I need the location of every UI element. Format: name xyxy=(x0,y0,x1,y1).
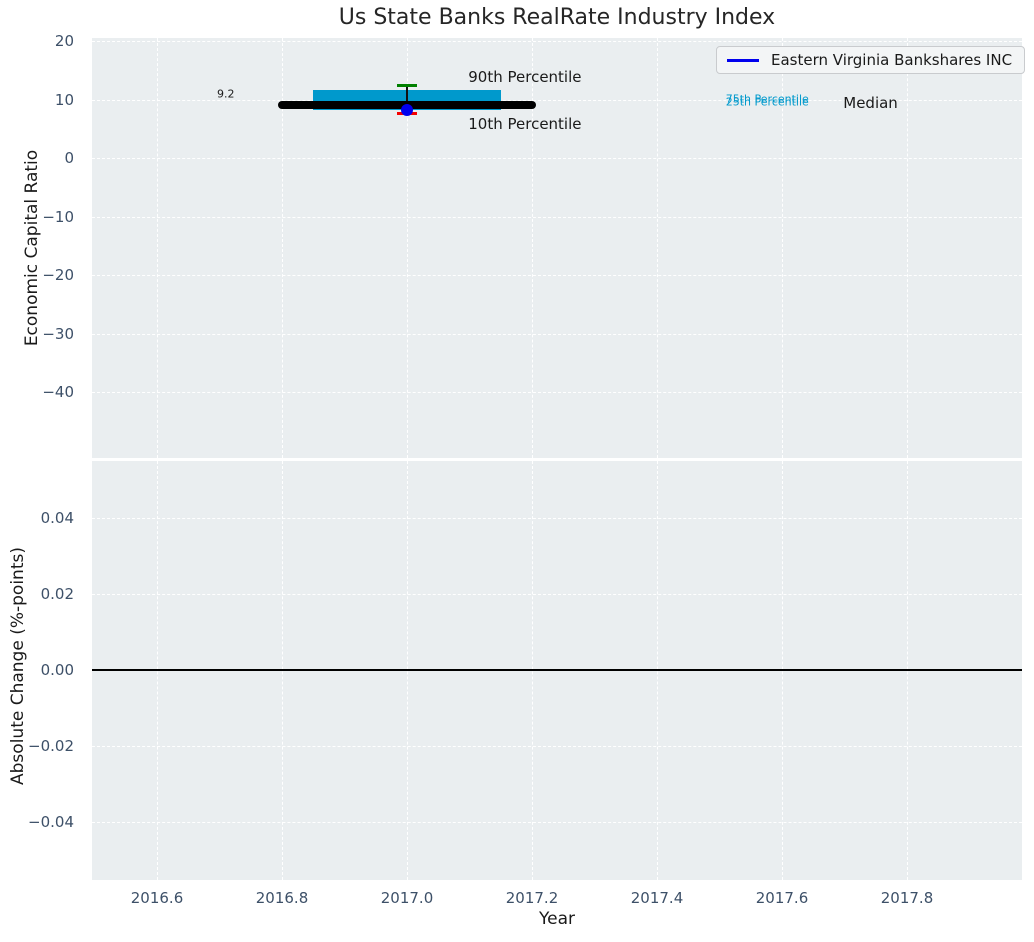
company-point xyxy=(401,103,413,116)
whisker-line xyxy=(406,85,408,114)
y-tick-label: −10 xyxy=(42,207,74,226)
legend-line-sample xyxy=(727,58,759,62)
y-tick-label: 20 xyxy=(54,32,74,51)
gridline-y xyxy=(92,746,1022,747)
gridline-x xyxy=(532,38,533,458)
gridline-x xyxy=(782,38,783,458)
gridline-y xyxy=(92,275,1022,276)
y-axis-label-top: Economic Capital Ratio xyxy=(22,149,42,347)
gridline-y xyxy=(92,594,1022,595)
gridline-x xyxy=(407,38,408,458)
chart-title: Us State Banks RealRate Industry Index xyxy=(338,5,776,30)
zero-line xyxy=(92,669,1022,671)
legend: Eastern Virginia Bankshares INC xyxy=(716,46,1026,74)
x-tick-label: 2017.2 xyxy=(505,889,559,907)
y-tick-label: −20 xyxy=(42,266,74,285)
gridline-y xyxy=(92,217,1022,218)
y-tick-label: 0 xyxy=(64,149,74,168)
gridline-x xyxy=(157,38,158,458)
gridline-y xyxy=(92,822,1022,823)
annotation: 9.2 xyxy=(217,87,235,101)
y-tick-label: −0.04 xyxy=(28,812,74,831)
x-tick-label: 2017.6 xyxy=(755,889,809,907)
y-tick-label: 0.02 xyxy=(40,585,74,604)
x-tick-label: 2017.8 xyxy=(880,889,934,907)
p90-cap xyxy=(397,84,417,88)
annotation: 10th Percentile xyxy=(468,114,582,133)
gridline-x xyxy=(907,38,908,458)
x-tick-label: 2016.8 xyxy=(255,889,309,907)
x-tick-label: 2016.6 xyxy=(130,889,184,907)
gridline-x xyxy=(657,38,658,458)
gridline-y xyxy=(92,392,1022,393)
gridline-y xyxy=(92,41,1022,42)
y-tick-label: −30 xyxy=(42,324,74,343)
y-tick-label: −0.02 xyxy=(28,736,74,755)
annotation: 25th Percentile xyxy=(725,95,809,109)
y-tick-label: −40 xyxy=(42,383,74,402)
x-tick-label: 2017.4 xyxy=(630,889,684,907)
gridline-y xyxy=(92,158,1022,159)
plot-panel xyxy=(92,38,1022,458)
gridline-y xyxy=(92,518,1022,519)
gridline-x xyxy=(282,38,283,458)
y-tick-label: 0.00 xyxy=(40,660,74,679)
y-tick-label: 10 xyxy=(54,90,74,109)
x-axis-label: Year xyxy=(539,909,575,929)
annotation: 90th Percentile xyxy=(468,68,582,87)
x-tick-label: 2017.0 xyxy=(380,889,434,907)
gridline-y xyxy=(92,100,1022,101)
legend-label: Eastern Virginia Bankshares INC xyxy=(771,51,1013,69)
annotation: 75th Percentile xyxy=(725,92,809,106)
gridline-y xyxy=(92,334,1022,335)
y-tick-label: 0.04 xyxy=(40,509,74,528)
annotation: Median xyxy=(843,93,898,112)
